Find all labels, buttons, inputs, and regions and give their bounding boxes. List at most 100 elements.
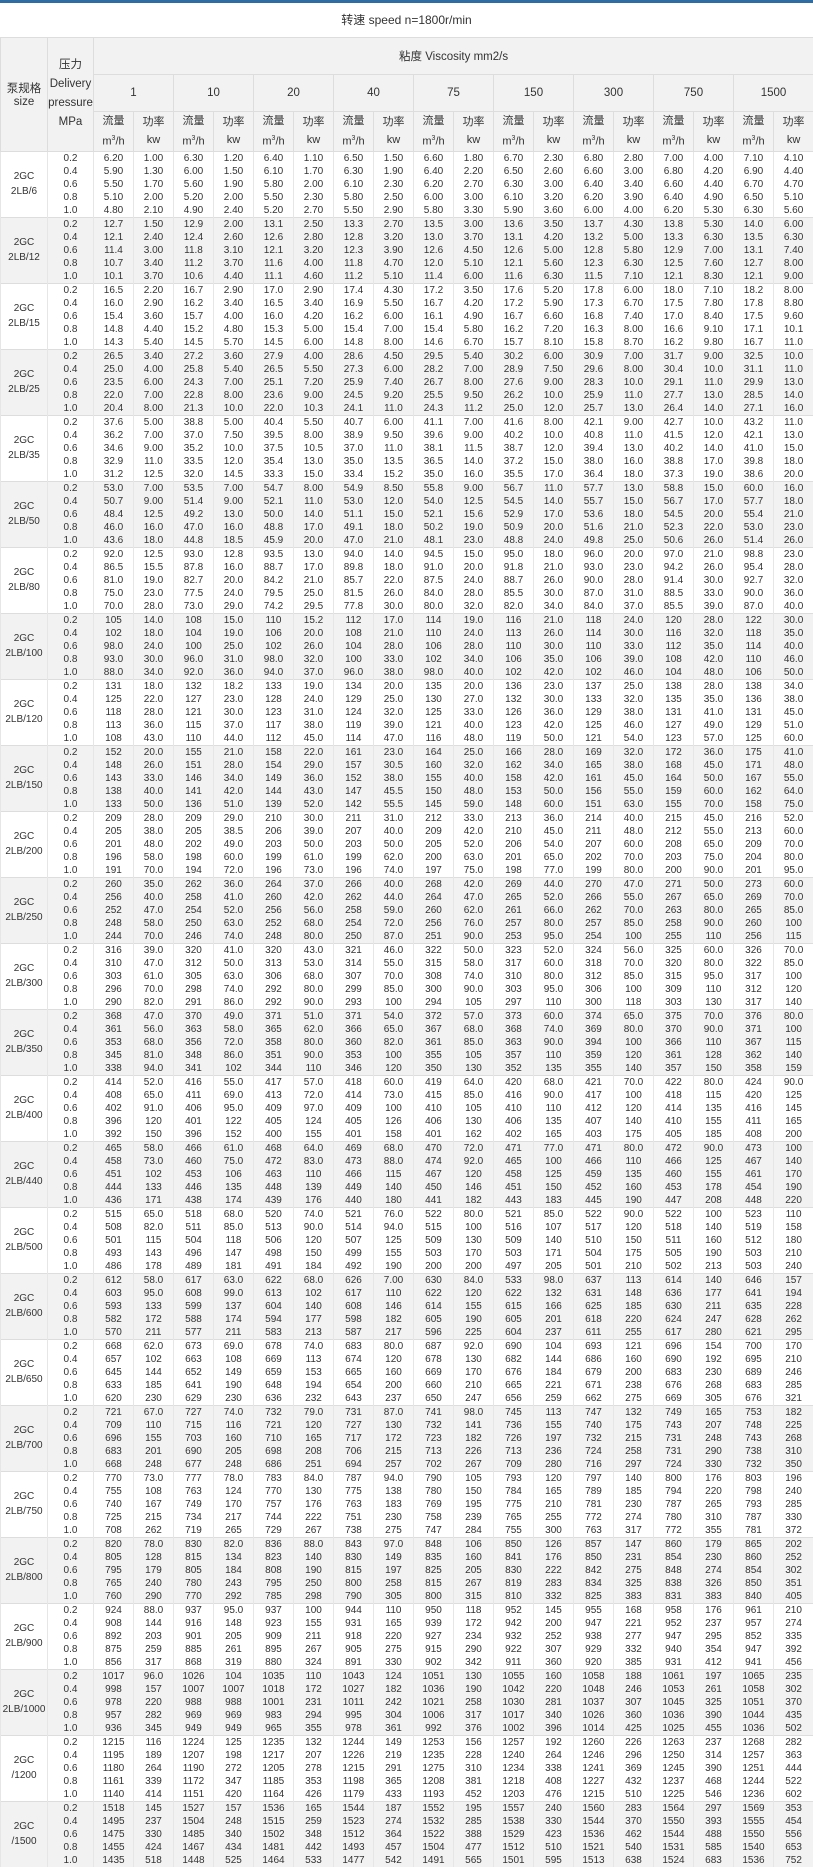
flow-cell: 262 (334, 891, 374, 904)
flow-cell: 14.6 (414, 336, 454, 350)
flow-cell: 732 (734, 1458, 774, 1472)
power-cell: 72.0 (374, 917, 414, 930)
flow-cell: 11.2 (174, 257, 214, 270)
power-cell: 240 (774, 1260, 813, 1274)
flow-cell: 17.2 (494, 297, 534, 310)
power-cell: 125 (774, 1089, 813, 1102)
flow-cell: 1055 (494, 1669, 534, 1683)
flow-cell: 39.6 (414, 429, 454, 442)
power-cell: 280 (694, 1326, 734, 1340)
power-cell: 3.00 (454, 191, 494, 204)
power-cell: 21.0 (294, 574, 334, 587)
power-cell: 40.0 (374, 825, 414, 838)
power-cell: 140 (694, 1273, 734, 1287)
flow-cell: 41.5 (654, 429, 694, 442)
power-cell: 28.0 (694, 613, 734, 627)
flow-cell: 11.4 (94, 244, 134, 257)
power-cell: 85.0 (214, 1221, 254, 1234)
flow-cell: 950 (414, 1603, 454, 1617)
power-cell: 24.0 (134, 640, 174, 653)
flow-cell: 403 (574, 1128, 614, 1142)
flow-cell: 885 (174, 1643, 214, 1656)
flow-cell: 17.0 (254, 283, 294, 297)
flow-cell: 1257 (494, 1735, 534, 1749)
pressure-cell: 1.0 (48, 270, 94, 284)
flow-cell: 293 (334, 996, 374, 1010)
flow-cell: 923 (254, 1617, 294, 1630)
power-cell: 207 (694, 1419, 734, 1432)
pressure-cell: 0.4 (48, 1353, 94, 1366)
power-cell: 7.00 (134, 389, 174, 402)
power-label: 功率 (614, 113, 653, 131)
flow-unit: m3/h (654, 130, 693, 151)
power-cell: 275 (374, 1643, 414, 1656)
flow-unit: m3/h (254, 130, 293, 151)
pressure-cell: 0.8 (48, 1445, 94, 1458)
flow-cell: 6.20 (414, 178, 454, 191)
size-header: 泵规格 size (1, 38, 48, 152)
flow-cell: 128 (254, 693, 294, 706)
power-cell: 70.0 (614, 957, 654, 970)
power-cell: 477 (454, 1841, 494, 1854)
power-label: 功率 (774, 113, 813, 131)
flow-cell: 155 (414, 772, 454, 785)
flow-cell: 988 (174, 1696, 214, 1709)
power-cell: 70.0 (774, 838, 813, 851)
power-cell: 2.90 (134, 297, 174, 310)
power-cell: 20.0 (374, 679, 414, 693)
flow-cell: 127 (654, 719, 694, 732)
flow-cell: 198 (494, 864, 534, 878)
power-cell: 272 (214, 1762, 254, 1775)
flow-cell: 1036 (734, 1722, 774, 1736)
flow-cell: 213 (734, 825, 774, 838)
flow-cell: 614 (654, 1273, 694, 1287)
power-cell: 247 (454, 1392, 494, 1406)
power-cell: 290 (454, 1643, 494, 1656)
power-cell: 230 (134, 1392, 174, 1406)
power-cell: 25.0 (214, 640, 254, 653)
power-cell: 155 (294, 1128, 334, 1142)
flow-cell: 394 (574, 1036, 614, 1049)
power-cell: 8.00 (294, 429, 334, 442)
power-cell: 22.0 (694, 521, 734, 534)
flow-cell: 16.7 (414, 297, 454, 310)
flow-cell: 1006 (414, 1709, 454, 1722)
power-cell: 330 (774, 1511, 813, 1524)
flow-cell: 102 (494, 666, 534, 680)
flow-cell: 643 (334, 1392, 374, 1406)
flow-cell: 37.0 (174, 429, 214, 442)
flow-cell: 116 (654, 627, 694, 640)
flow-cell: 736 (494, 1419, 534, 1432)
flow-cell: 916 (174, 1617, 214, 1630)
flow-cell: 118 (574, 613, 614, 627)
power-cell: 2.80 (614, 151, 654, 165)
flow-cell: 104 (174, 627, 214, 640)
flow-cell: 6.80 (574, 151, 614, 165)
power-cell: 60.0 (774, 825, 813, 838)
power-cell: 8.00 (774, 283, 813, 297)
flow-cell: 499 (334, 1247, 374, 1260)
flow-cell: 260 (94, 877, 134, 891)
flow-cell: 6.10 (494, 191, 534, 204)
power-cell: 8.00 (614, 363, 654, 376)
flow-cell: 683 (734, 1379, 774, 1392)
flow-cell: 353 (334, 1049, 374, 1062)
power-cell: 197 (694, 1669, 734, 1683)
power-cell: 425 (614, 1722, 654, 1736)
power-cell: 134 (214, 1551, 254, 1564)
flow-cell: 52.1 (254, 495, 294, 508)
power-cell: 155 (454, 1300, 494, 1313)
power-cell: 2.60 (534, 165, 574, 178)
flow-cell: 299 (334, 983, 374, 996)
power-cell: 9.00 (134, 495, 174, 508)
flow-cell: 461 (734, 1168, 774, 1181)
